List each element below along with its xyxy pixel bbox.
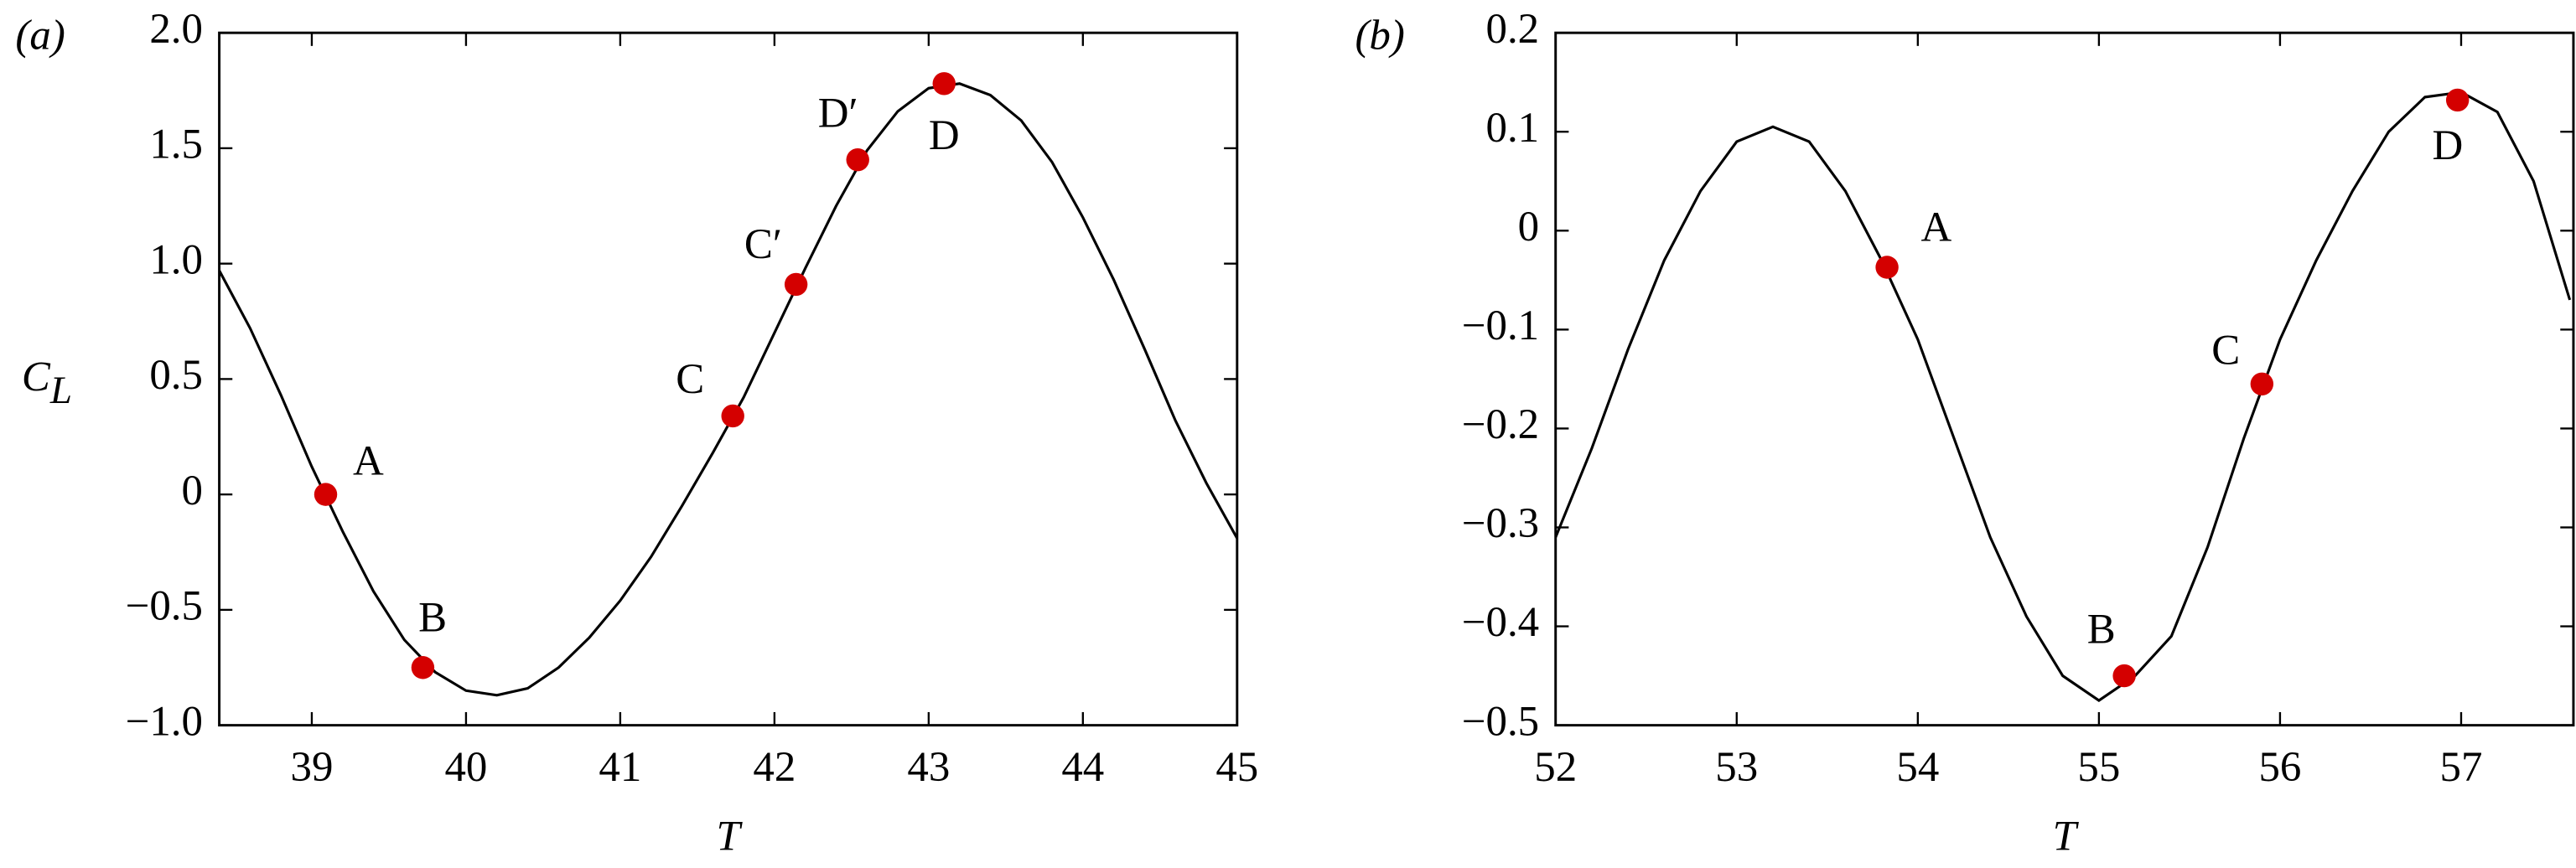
x-tick-label: 44 [1061, 744, 1104, 791]
marked-point [2250, 372, 2274, 396]
x-tick-label: 54 [1896, 744, 1939, 791]
y-tick-label: 0 [1518, 204, 1539, 251]
panel-label: (a) [15, 13, 65, 59]
y-tick-label: −0.5 [126, 583, 203, 630]
x-tick-label: 52 [1534, 744, 1577, 791]
y-tick-label: 1.5 [149, 121, 203, 168]
point-label: D [2433, 122, 2464, 169]
marked-point [2445, 88, 2470, 112]
point-label: C′ [744, 221, 782, 268]
y-tick-label: 0.1 [1485, 105, 1539, 152]
marked-point [721, 404, 744, 428]
marked-point [784, 272, 808, 297]
y-tick-label: −0.2 [1462, 401, 1539, 448]
point-label: C [2211, 328, 2240, 375]
plot-frame [218, 31, 1239, 727]
y-tick-label: 0 [182, 468, 203, 514]
plot-frame [1554, 31, 2575, 727]
x-axis-label: T [717, 813, 744, 860]
x-tick-label: 40 [444, 744, 487, 791]
point-label: A [1920, 204, 1951, 251]
y-tick-label: −0.1 [1462, 302, 1539, 349]
y-tick-label: −0.4 [1462, 599, 1539, 646]
y-axis-label-sub: L [49, 369, 72, 412]
point-label: A [353, 438, 384, 485]
y-axis-label-main: C [22, 354, 51, 400]
y-tick-label: 0.5 [149, 352, 203, 399]
x-tick-label: 43 [907, 744, 950, 791]
y-tick-label: −0.3 [1462, 500, 1539, 547]
y-tick-label: 2.0 [149, 6, 203, 53]
marked-point [411, 656, 435, 679]
point-label: B [2087, 606, 2116, 653]
y-axis-label: CL [22, 354, 72, 412]
y-tick-label: −1.0 [126, 698, 203, 745]
x-tick-label: 45 [1215, 744, 1258, 791]
x-tick-label: 42 [753, 744, 796, 791]
panel-label: (b) [1355, 13, 1404, 59]
y-tick-label: 1.0 [149, 236, 203, 283]
point-label: D [929, 112, 960, 159]
x-tick-label: 56 [2258, 744, 2301, 791]
x-tick-label: 39 [291, 744, 334, 791]
marked-point [932, 72, 956, 96]
x-axis-label: T [2053, 813, 2080, 860]
x-tick-label: 41 [599, 744, 641, 791]
marked-point [2112, 664, 2136, 688]
point-label: D′ [818, 90, 858, 137]
y-tick-label: 0.2 [1485, 6, 1539, 53]
point-label: B [418, 595, 447, 642]
curve [1555, 90, 2572, 703]
marked-point [1875, 256, 1899, 279]
curve [219, 82, 1237, 697]
x-tick-label: 53 [1715, 744, 1758, 791]
x-tick-label: 55 [2077, 744, 2120, 791]
marked-point [846, 147, 869, 172]
marked-point [314, 483, 338, 506]
y-tick-label: −0.5 [1462, 698, 1539, 745]
point-label: C [676, 356, 704, 403]
x-tick-label: 57 [2440, 744, 2483, 791]
